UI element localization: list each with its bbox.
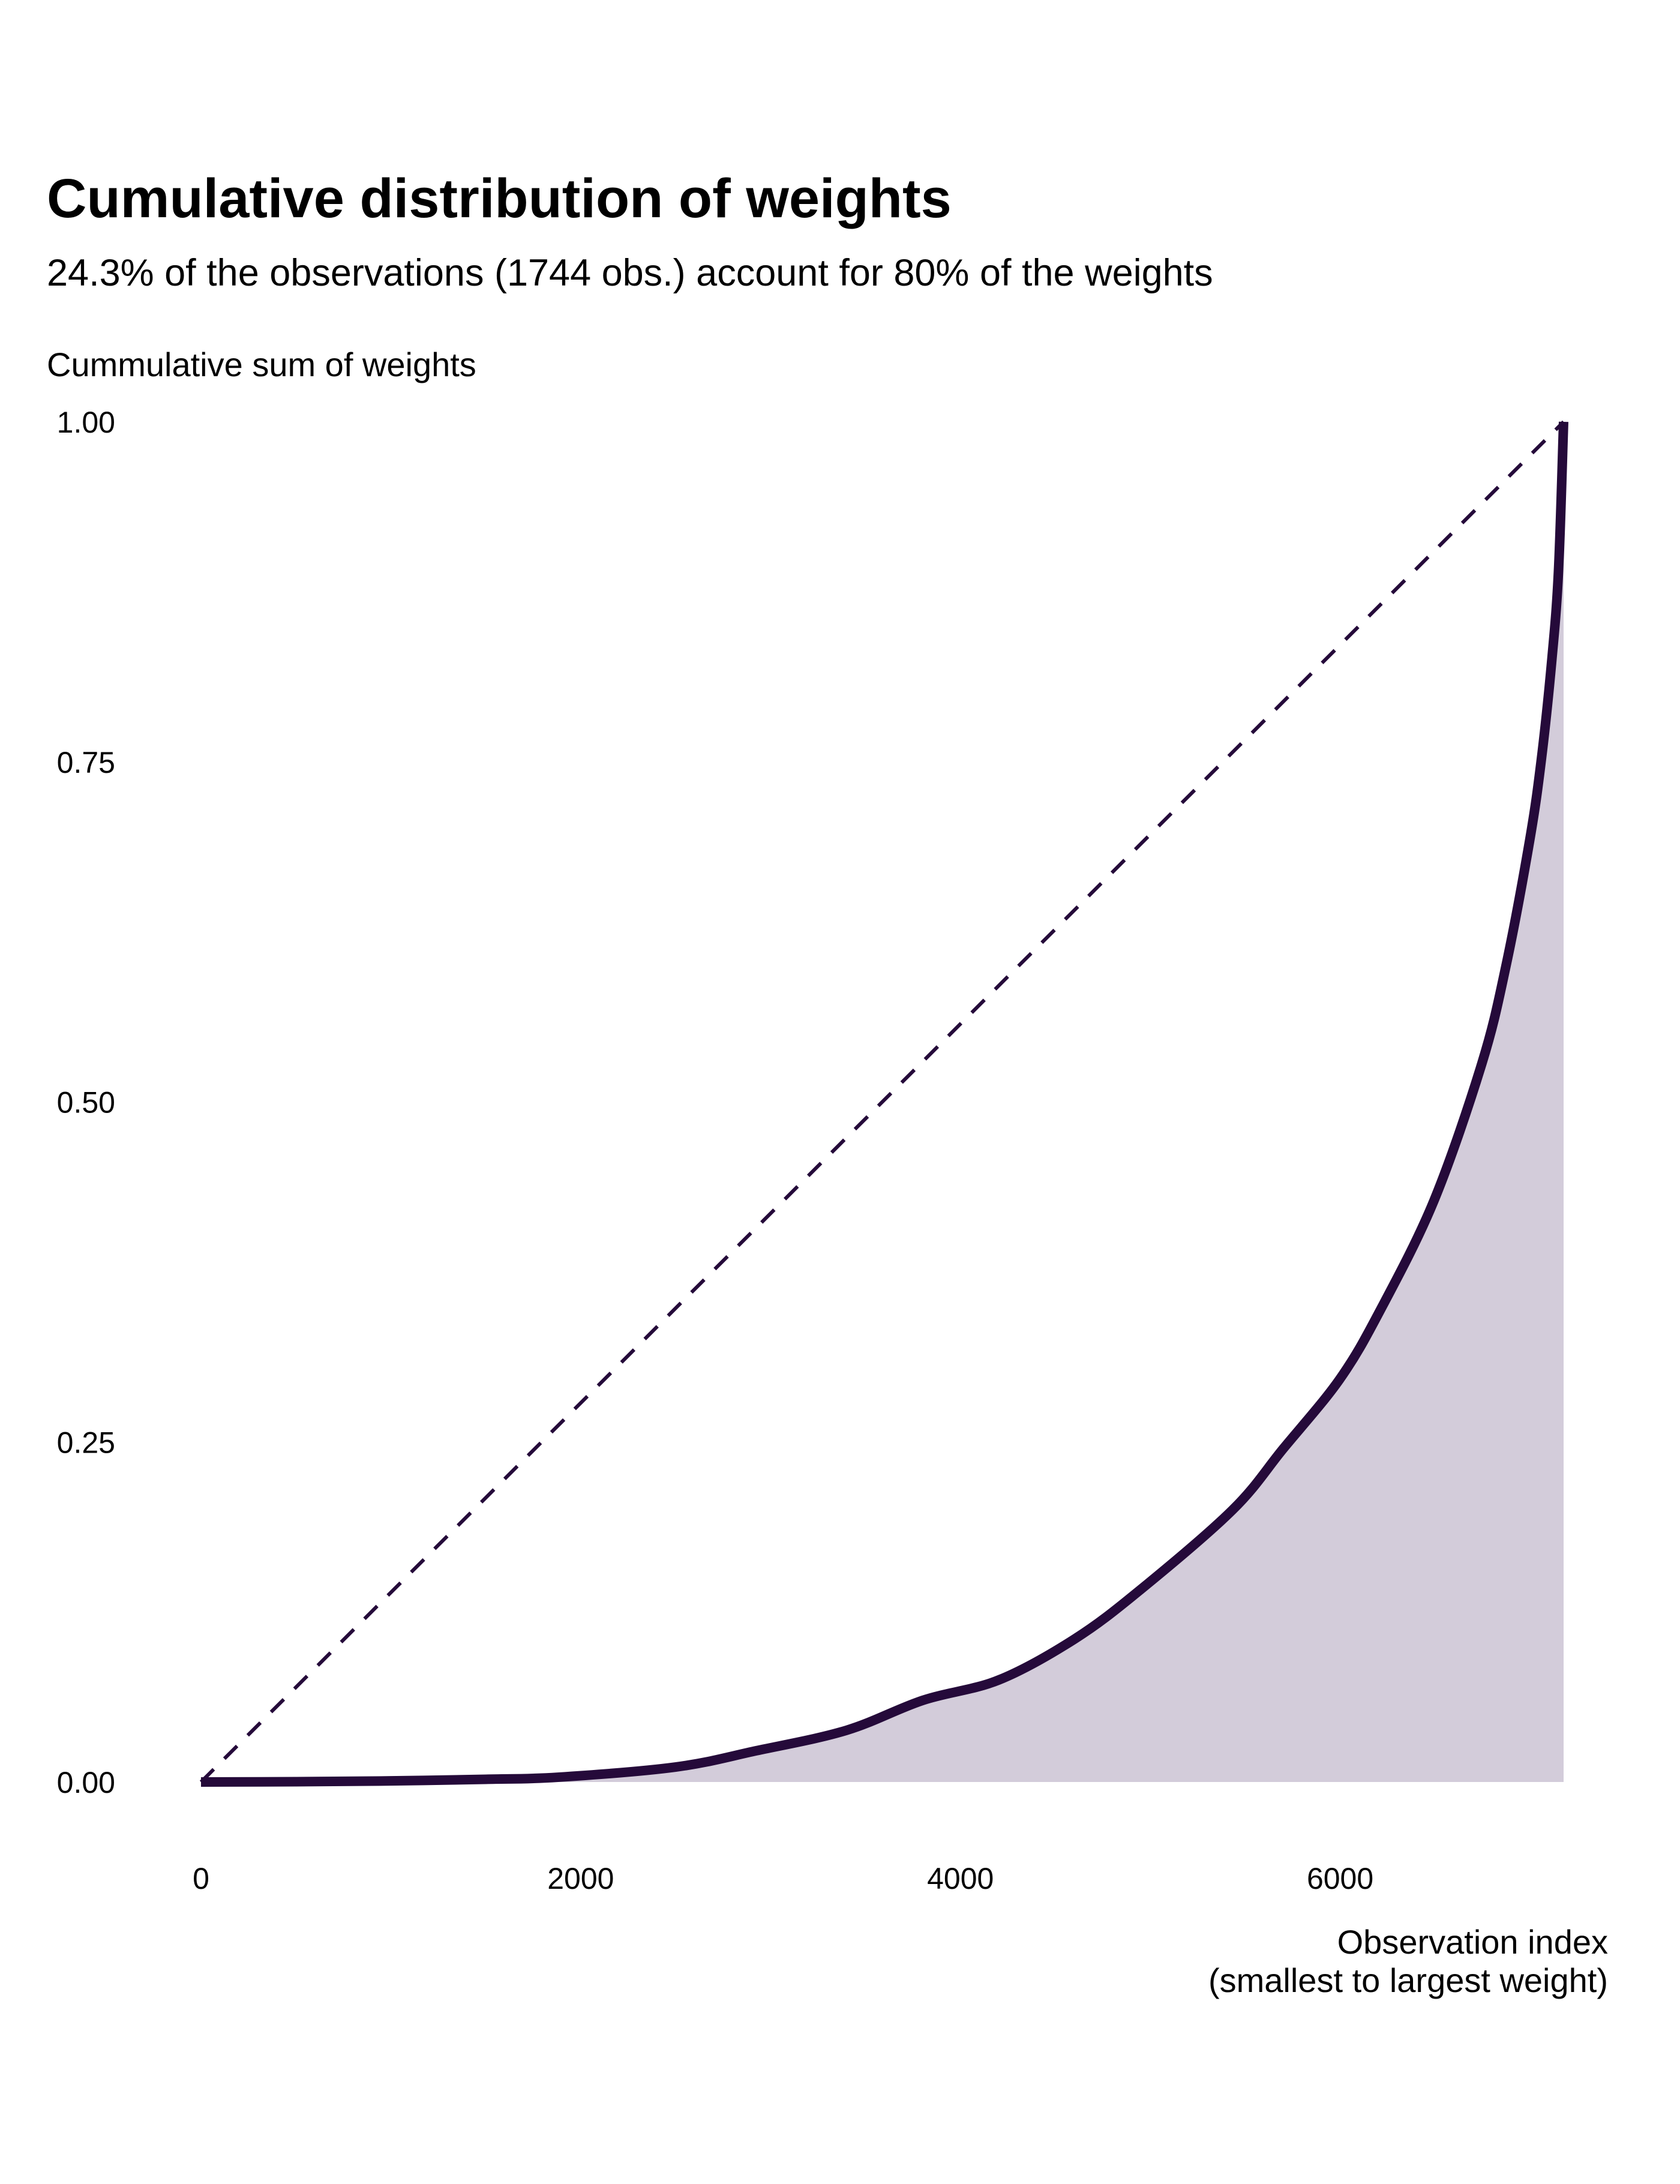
y-tick-label: 0.50 — [57, 1086, 115, 1120]
reference-layer — [199, 420, 1565, 1784]
cumulative-weights-line — [200, 421, 1568, 1787]
x-tick-label: 4000 — [927, 1862, 994, 1895]
area-fill — [201, 422, 1564, 1782]
y-axis-title: Cummulative sum of weights — [47, 346, 476, 383]
area-layer — [201, 422, 1564, 1782]
x-axis-title: Observation index (smallest to largest w… — [1208, 1923, 1608, 2000]
line-layer — [200, 421, 1568, 1787]
y-tick-label: 0.25 — [57, 1426, 115, 1459]
x-axis-title-line1: Observation index — [1337, 1923, 1608, 1961]
y-tick-label: 1.00 — [57, 406, 115, 439]
chart-subtitle: 24.3% of the observations (1744 obs.) ac… — [47, 252, 1213, 294]
x-tick-label: 6000 — [1307, 1862, 1373, 1895]
equality-reference-line — [199, 420, 1565, 1784]
x-axis-title-line2: (smallest to largest weight) — [1208, 1961, 1608, 2000]
x-tick-label: 0 — [193, 1862, 209, 1895]
chart-title: Cumulative distribution of weights — [47, 168, 952, 229]
x-tick-labels: 0 2000 4000 6000 — [193, 1862, 1373, 1895]
y-tick-labels: 0.00 0.25 0.50 0.75 1.00 — [57, 406, 115, 1799]
y-tick-label: 0.75 — [57, 746, 115, 779]
x-tick-label: 2000 — [547, 1862, 614, 1895]
y-tick-label: 0.00 — [57, 1766, 115, 1799]
